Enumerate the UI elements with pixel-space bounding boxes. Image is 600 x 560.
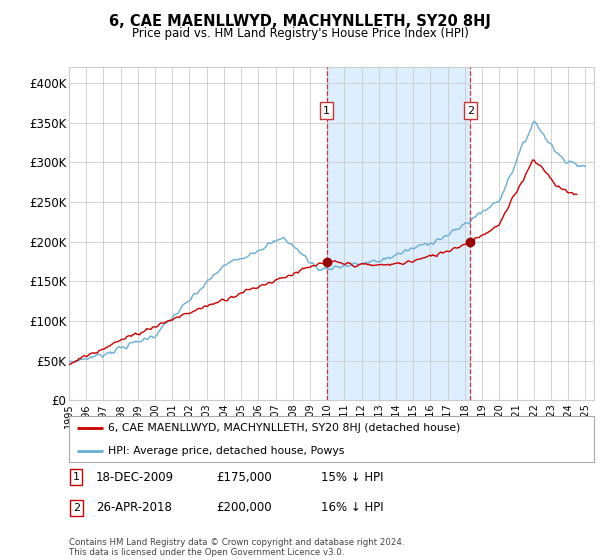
Text: 2: 2: [73, 503, 80, 513]
Text: 15% ↓ HPI: 15% ↓ HPI: [321, 470, 383, 484]
Text: 1: 1: [73, 472, 80, 482]
Text: Price paid vs. HM Land Registry's House Price Index (HPI): Price paid vs. HM Land Registry's House …: [131, 27, 469, 40]
Text: 26-APR-2018: 26-APR-2018: [96, 501, 172, 515]
Bar: [326, 67, 470, 400]
Text: Contains HM Land Registry data © Crown copyright and database right 2024.
This d: Contains HM Land Registry data © Crown c…: [69, 538, 404, 557]
Text: 6, CAE MAENLLWYD, MACHYNLLETH, SY20 8HJ (detached house): 6, CAE MAENLLWYD, MACHYNLLETH, SY20 8HJ …: [109, 423, 461, 433]
Text: £200,000: £200,000: [216, 501, 272, 515]
Text: £175,000: £175,000: [216, 470, 272, 484]
Text: 1: 1: [323, 105, 330, 115]
Text: 18-DEC-2009: 18-DEC-2009: [96, 470, 174, 484]
Text: 16% ↓ HPI: 16% ↓ HPI: [321, 501, 383, 515]
Text: 2: 2: [467, 105, 474, 115]
Text: HPI: Average price, detached house, Powys: HPI: Average price, detached house, Powy…: [109, 446, 345, 455]
Text: 6, CAE MAENLLWYD, MACHYNLLETH, SY20 8HJ: 6, CAE MAENLLWYD, MACHYNLLETH, SY20 8HJ: [109, 14, 491, 29]
